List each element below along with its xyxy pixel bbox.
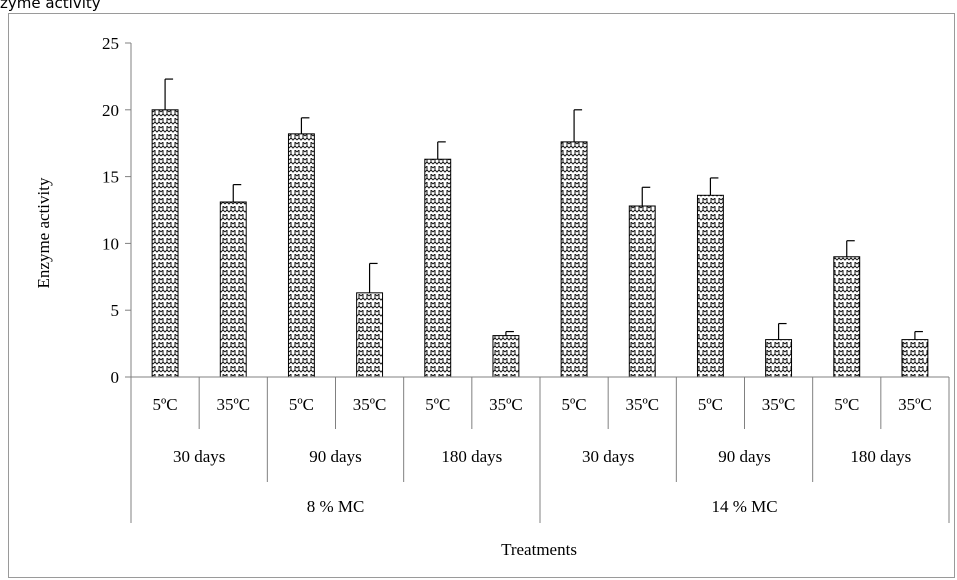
y-tick-label: 5 (111, 301, 120, 320)
x-group-label-period: 30 days (582, 447, 634, 466)
bar (287, 133, 315, 378)
bar (151, 109, 179, 378)
x-group-label-period: 180 days (441, 447, 502, 466)
bars (151, 78, 929, 378)
x-group-label-period: 180 days (850, 447, 911, 466)
x-tick-label-temperature: 35ºC (762, 395, 796, 414)
x-tick-label-temperature: 5ºC (425, 395, 450, 414)
y-tick-label: 0 (111, 368, 120, 387)
bar (356, 292, 384, 378)
x-tick-label-temperature: 35ºC (216, 395, 250, 414)
y-tick-label: 20 (102, 101, 119, 120)
bar (901, 339, 929, 378)
bar (765, 339, 793, 378)
bar (628, 205, 656, 378)
bar (219, 201, 247, 378)
x-tick-label-temperature: 5ºC (834, 395, 859, 414)
bar (560, 141, 588, 378)
y-tick-label: 25 (102, 34, 119, 53)
bar (833, 256, 861, 378)
x-axis-label: Treatments (501, 540, 577, 559)
x-supergroup-label-moisture: 14 % MC (711, 497, 777, 516)
figure-caption-fragment: zyme activity (0, 0, 101, 12)
y-tick-label: 15 (102, 168, 119, 187)
x-tick-label-temperature: 5ºC (698, 395, 723, 414)
y-tick-label: 10 (102, 234, 119, 253)
x-tick-label-temperature: 5ºC (289, 395, 314, 414)
x-group-label-period: 30 days (173, 447, 225, 466)
bar (696, 194, 724, 378)
x-tick-label-temperature: 5ºC (153, 395, 178, 414)
bar (492, 335, 520, 378)
x-group-label-period: 90 days (309, 447, 361, 466)
x-tick-label-temperature: 35ºC (353, 395, 387, 414)
x-tick-label-temperature: 35ºC (625, 395, 659, 414)
x-tick-label-temperature: 35ºC (489, 395, 523, 414)
bar (424, 158, 452, 378)
x-tick-label-temperature: 35ºC (898, 395, 932, 414)
x-tick-label-temperature: 5ºC (562, 395, 587, 414)
x-supergroup-label-moisture: 8 % MC (307, 497, 365, 516)
y-axis: 0 5 10 15 20 25 (102, 34, 132, 387)
x-group-label-period: 90 days (718, 447, 770, 466)
chart-frame: Enzyme activity 0 5 10 15 20 25 5ºC 35ºC 5ºC 35º… (8, 13, 955, 578)
bar-chart: Enzyme activity 0 5 10 15 20 25 5ºC 35ºC 5ºC 35º… (34, 34, 950, 559)
x-axis-categories: 5ºC 35ºC 5ºC 35ºC 5ºC 35ºC 5ºC 35ºC 5ºC 35ºC 5ºC 35… (130, 376, 950, 523)
y-axis-label: Enzyme activity (34, 177, 53, 288)
